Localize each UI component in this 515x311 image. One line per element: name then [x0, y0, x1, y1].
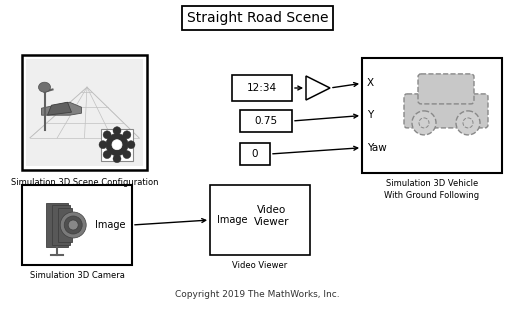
Circle shape: [463, 118, 473, 128]
Text: X: X: [367, 78, 374, 88]
Circle shape: [113, 127, 121, 135]
FancyBboxPatch shape: [418, 74, 474, 104]
Bar: [362, 58, 502, 173]
Text: 0: 0: [252, 149, 258, 159]
Text: 15: 15: [312, 83, 324, 93]
Bar: [22, 185, 132, 265]
Text: Y: Y: [367, 110, 373, 120]
Circle shape: [68, 220, 78, 230]
Circle shape: [106, 134, 128, 156]
Bar: [58, 208, 72, 242]
Circle shape: [112, 140, 122, 150]
Bar: [210, 185, 310, 255]
Bar: [46, 203, 68, 247]
Circle shape: [419, 118, 429, 128]
Bar: [26, 59, 143, 166]
Bar: [240, 110, 292, 132]
Polygon shape: [42, 102, 81, 115]
Bar: [101, 129, 133, 161]
Circle shape: [103, 131, 111, 139]
Polygon shape: [306, 76, 330, 100]
Polygon shape: [47, 102, 72, 115]
Circle shape: [99, 141, 107, 149]
Circle shape: [123, 131, 131, 139]
Circle shape: [64, 216, 82, 234]
Text: Copyright 2019 The MathWorks, Inc.: Copyright 2019 The MathWorks, Inc.: [175, 290, 340, 299]
Bar: [240, 143, 270, 165]
Text: Simulation 3D Vehicle
With Ground Following: Simulation 3D Vehicle With Ground Follow…: [384, 179, 479, 200]
Text: Image: Image: [95, 220, 126, 230]
Circle shape: [113, 155, 121, 163]
Text: Video Viewer: Video Viewer: [232, 261, 287, 270]
Circle shape: [412, 111, 436, 135]
Text: Yaw: Yaw: [367, 143, 387, 153]
Bar: [52, 205, 70, 245]
Circle shape: [60, 212, 86, 238]
Text: Simulation 3D Camera: Simulation 3D Camera: [29, 271, 125, 280]
Circle shape: [123, 151, 131, 159]
Bar: [232, 75, 292, 101]
Ellipse shape: [39, 82, 50, 92]
Text: 0.75: 0.75: [254, 116, 278, 126]
Circle shape: [127, 141, 135, 149]
Text: 12:34: 12:34: [247, 83, 277, 93]
Circle shape: [103, 151, 111, 159]
Text: Simulation 3D Scene Configuration: Simulation 3D Scene Configuration: [11, 178, 158, 187]
Text: Video
Viewer: Video Viewer: [254, 205, 290, 227]
Text: Image: Image: [217, 215, 248, 225]
Bar: [22, 55, 147, 170]
Circle shape: [456, 111, 480, 135]
Text: Straight Road Scene: Straight Road Scene: [187, 11, 328, 25]
FancyBboxPatch shape: [404, 94, 488, 128]
